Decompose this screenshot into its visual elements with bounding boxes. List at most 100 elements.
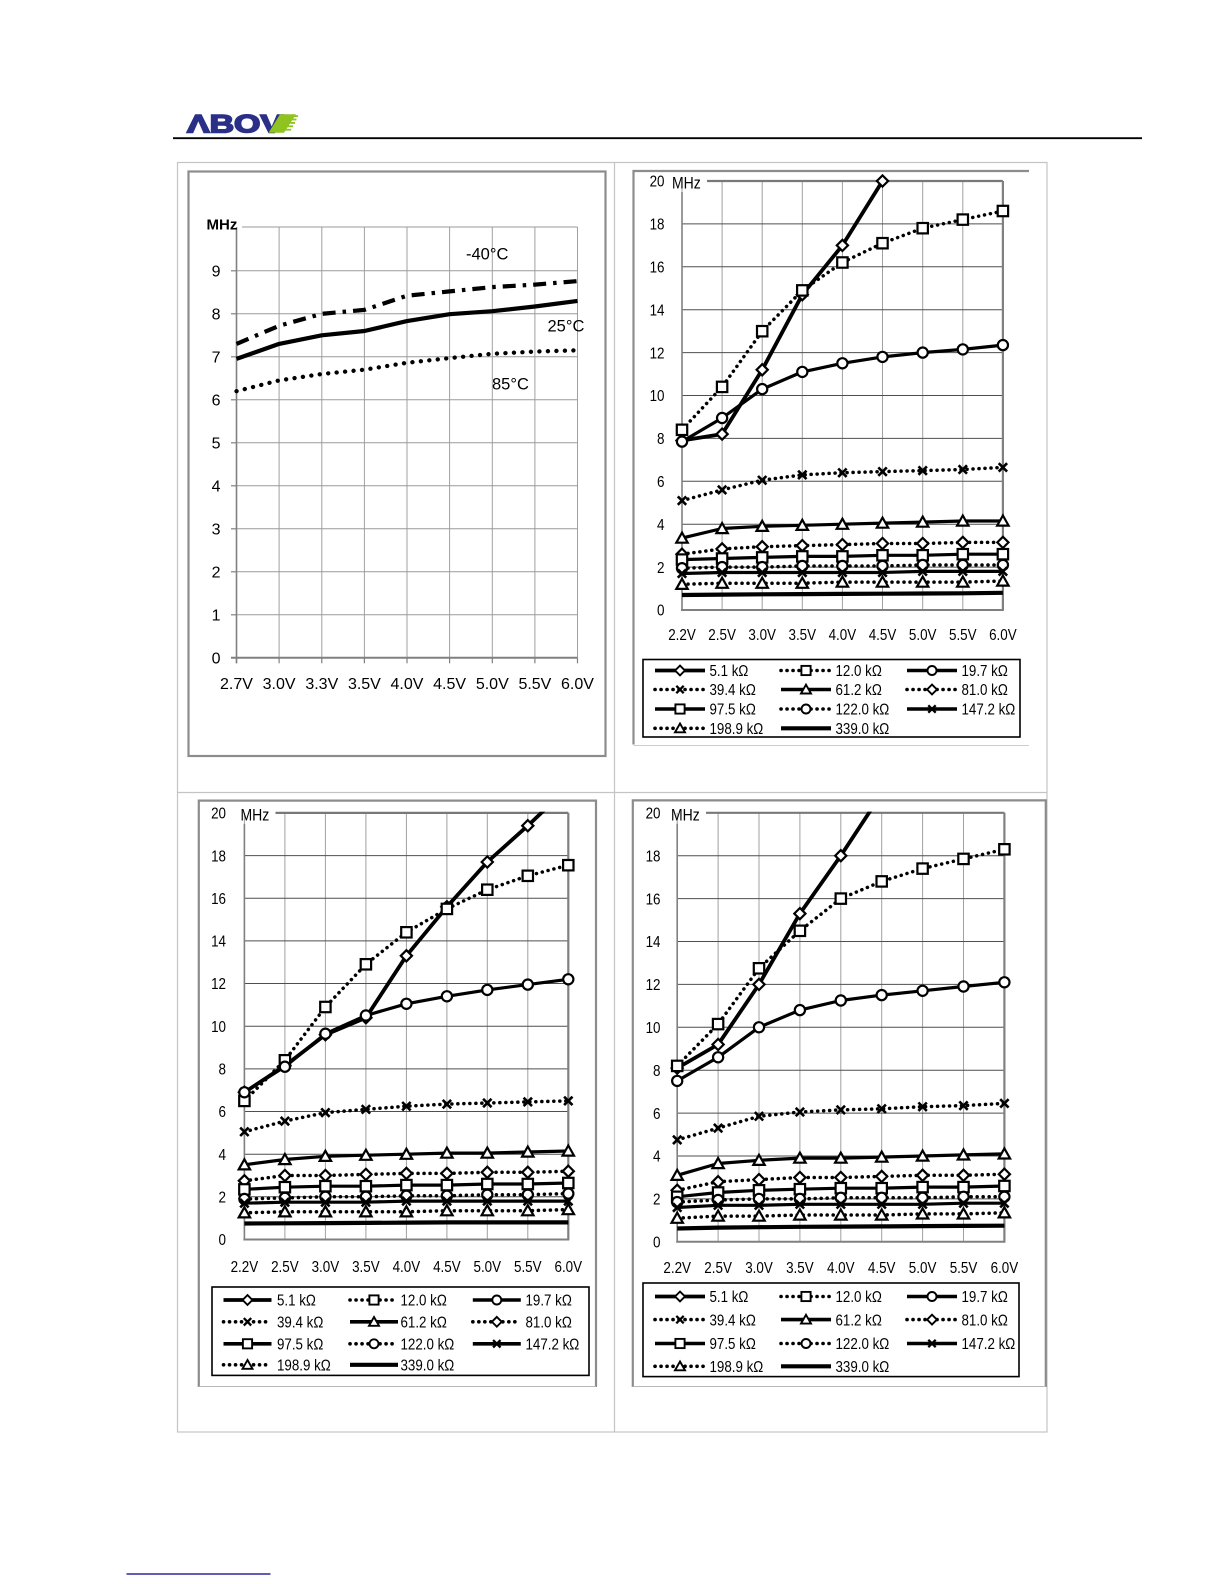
svg-text:14: 14 — [211, 934, 226, 951]
svg-text:39.4 kΩ: 39.4 kΩ — [710, 1312, 756, 1329]
svg-text:19.7 kΩ: 19.7 kΩ — [962, 1289, 1008, 1306]
svg-text:5: 5 — [212, 436, 221, 453]
svg-text:8: 8 — [212, 307, 221, 324]
svg-text:3.0V: 3.0V — [748, 627, 776, 644]
svg-text:39.4 kΩ: 39.4 kΩ — [277, 1315, 323, 1332]
svg-text:12.0 kΩ: 12.0 kΩ — [401, 1293, 447, 1310]
svg-text:0: 0 — [212, 651, 221, 668]
svg-text:5.5V: 5.5V — [518, 676, 551, 693]
svg-text:85°C: 85°C — [492, 376, 529, 394]
svg-text:4.5V: 4.5V — [868, 1260, 896, 1277]
svg-text:0: 0 — [653, 1235, 661, 1252]
svg-text:2.5V: 2.5V — [708, 627, 736, 644]
svg-text:3.5V: 3.5V — [348, 676, 381, 693]
svg-text:10: 10 — [650, 388, 665, 405]
svg-text:2: 2 — [219, 1190, 227, 1207]
svg-text:2: 2 — [657, 560, 665, 577]
svg-text:2.2V: 2.2V — [231, 1259, 259, 1276]
svg-text:61.2 kΩ: 61.2 kΩ — [836, 1312, 882, 1329]
svg-text:2: 2 — [653, 1192, 661, 1209]
svg-text:122.0 kΩ: 122.0 kΩ — [836, 1336, 890, 1353]
svg-text:198.9 kΩ: 198.9 kΩ — [710, 721, 764, 738]
svg-text:MHz: MHz — [671, 806, 700, 824]
svg-text:3.5V: 3.5V — [786, 1260, 814, 1277]
svg-text:61.2 kΩ: 61.2 kΩ — [836, 682, 882, 699]
svg-text:0: 0 — [219, 1232, 227, 1249]
svg-text:3.5V: 3.5V — [352, 1259, 380, 1276]
svg-text:8: 8 — [219, 1062, 227, 1079]
svg-text:2.2V: 2.2V — [663, 1260, 691, 1277]
svg-text:10: 10 — [646, 1020, 661, 1037]
svg-text:12.0 kΩ: 12.0 kΩ — [836, 663, 882, 680]
svg-text:8: 8 — [653, 1063, 661, 1080]
svg-text:339.0 kΩ: 339.0 kΩ — [836, 721, 890, 738]
svg-text:97.5 kΩ: 97.5 kΩ — [710, 702, 756, 719]
svg-text:3.0V: 3.0V — [745, 1260, 773, 1277]
svg-text:18: 18 — [650, 217, 665, 234]
svg-text:12: 12 — [646, 977, 661, 994]
svg-text:3.5V: 3.5V — [789, 627, 817, 644]
svg-text:19.7 kΩ: 19.7 kΩ — [526, 1293, 572, 1310]
svg-text:MHz: MHz — [672, 175, 701, 193]
svg-text:14: 14 — [646, 934, 661, 951]
svg-text:6: 6 — [212, 393, 221, 410]
svg-text:5.1 kΩ: 5.1 kΩ — [710, 663, 749, 680]
svg-text:12: 12 — [650, 345, 665, 362]
svg-text:4: 4 — [657, 517, 665, 534]
svg-text:20: 20 — [650, 174, 665, 191]
svg-text:4.0V: 4.0V — [829, 627, 857, 644]
svg-text:81.0 kΩ: 81.0 kΩ — [962, 682, 1008, 699]
svg-text:6.0V: 6.0V — [561, 676, 594, 693]
svg-text:81.0 kΩ: 81.0 kΩ — [526, 1315, 572, 1332]
svg-text:18: 18 — [646, 848, 661, 865]
svg-text:5.5V: 5.5V — [514, 1259, 542, 1276]
svg-text:6.0V: 6.0V — [991, 1260, 1019, 1277]
svg-text:6.0V: 6.0V — [989, 627, 1017, 644]
svg-text:6: 6 — [219, 1104, 227, 1121]
svg-text:5.1 kΩ: 5.1 kΩ — [277, 1293, 316, 1310]
svg-text:147.2 kΩ: 147.2 kΩ — [526, 1337, 580, 1354]
svg-text:MHz: MHz — [207, 217, 238, 234]
svg-text:147.2 kΩ: 147.2 kΩ — [962, 1336, 1016, 1353]
svg-text:18: 18 — [211, 848, 226, 865]
svg-text:5.1 kΩ: 5.1 kΩ — [710, 1289, 749, 1306]
svg-text:4.5V: 4.5V — [433, 1259, 461, 1276]
svg-text:ΛBOV: ΛBOV — [187, 111, 283, 139]
svg-text:8: 8 — [657, 431, 665, 448]
svg-text:81.0 kΩ: 81.0 kΩ — [962, 1312, 1008, 1329]
svg-text:4.0V: 4.0V — [827, 1260, 855, 1277]
svg-text:20: 20 — [646, 806, 661, 823]
svg-text:97.5 kΩ: 97.5 kΩ — [277, 1337, 323, 1354]
svg-text:2.7V: 2.7V — [220, 676, 253, 693]
svg-text:147.2 kΩ: 147.2 kΩ — [962, 702, 1016, 719]
svg-text:2: 2 — [212, 565, 221, 582]
svg-text:5.0V: 5.0V — [909, 627, 937, 644]
svg-text:4: 4 — [219, 1147, 227, 1164]
svg-text:7: 7 — [212, 350, 221, 367]
svg-text:12.0 kΩ: 12.0 kΩ — [836, 1289, 882, 1306]
svg-text:3.0V: 3.0V — [312, 1259, 340, 1276]
svg-text:16: 16 — [650, 260, 665, 277]
svg-text:12: 12 — [211, 976, 226, 993]
svg-text:6: 6 — [653, 1106, 661, 1123]
svg-text:4.5V: 4.5V — [869, 627, 897, 644]
svg-text:0: 0 — [657, 603, 665, 620]
svg-text:97.5 kΩ: 97.5 kΩ — [710, 1336, 756, 1353]
svg-text:122.0 kΩ: 122.0 kΩ — [401, 1337, 455, 1354]
svg-text:61.2 kΩ: 61.2 kΩ — [401, 1315, 447, 1332]
svg-text:4.0V: 4.0V — [391, 676, 424, 693]
svg-text:MHz: MHz — [241, 806, 270, 824]
svg-text:39.4 kΩ: 39.4 kΩ — [710, 682, 756, 699]
svg-text:5.0V: 5.0V — [474, 1259, 502, 1276]
svg-text:2.2V: 2.2V — [668, 627, 696, 644]
svg-text:5.5V: 5.5V — [950, 1260, 978, 1277]
svg-text:4.5V: 4.5V — [433, 676, 466, 693]
svg-text:339.0 kΩ: 339.0 kΩ — [836, 1359, 890, 1376]
svg-text:4: 4 — [653, 1149, 661, 1166]
svg-text:339.0 kΩ: 339.0 kΩ — [401, 1358, 455, 1375]
svg-text:198.9 kΩ: 198.9 kΩ — [277, 1358, 331, 1375]
svg-text:122.0 kΩ: 122.0 kΩ — [836, 702, 890, 719]
svg-text:5.5V: 5.5V — [949, 627, 977, 644]
svg-text:3.3V: 3.3V — [305, 676, 338, 693]
svg-text:3: 3 — [212, 522, 221, 539]
